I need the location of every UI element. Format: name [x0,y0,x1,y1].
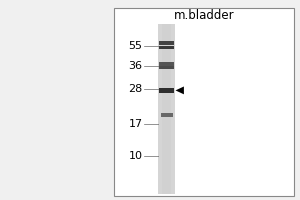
Text: m.bladder: m.bladder [174,9,234,22]
Text: 10: 10 [128,151,142,161]
Text: 17: 17 [128,119,142,129]
Bar [159,41,174,45]
Bar [159,66,174,69]
Bar [159,62,174,66]
Text: 28: 28 [128,84,142,94]
Bar [159,46,174,49]
Bar [160,113,172,117]
Bar [158,24,175,194]
Polygon shape [176,86,184,94]
Bar [159,88,174,93]
Text: 55: 55 [128,41,142,51]
Bar [114,8,294,196]
Text: 36: 36 [128,61,142,71]
Bar [162,24,171,194]
